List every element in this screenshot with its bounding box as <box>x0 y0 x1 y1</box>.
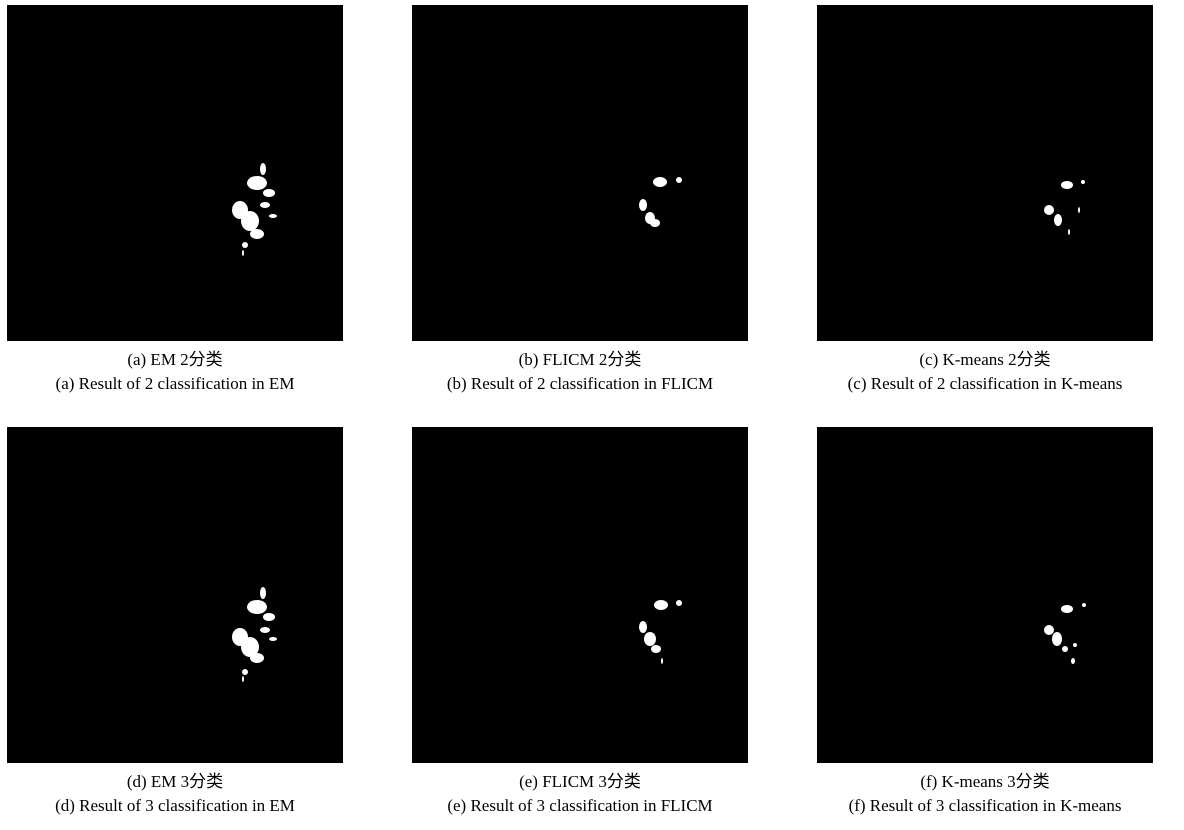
image-background <box>817 5 1153 341</box>
caption-english: (a) Result of 2 classification in EM <box>0 373 375 395</box>
detected-region <box>1061 181 1073 189</box>
figure-page: (a) EM 2分类(a) Result of 2 classification… <box>0 0 1184 830</box>
detected-region <box>1082 603 1086 607</box>
detected-region <box>247 600 267 614</box>
caption-chinese: (e) FLICM 3分类 <box>380 771 780 793</box>
caption-chinese: (c) K-means 2分类 <box>785 349 1184 371</box>
detected-region <box>661 658 663 664</box>
caption-chinese: (d) EM 3分类 <box>0 771 375 793</box>
image-background <box>817 427 1153 763</box>
caption-chinese: (b) FLICM 2分类 <box>380 349 780 371</box>
result-image <box>412 427 748 763</box>
detected-region <box>676 600 682 606</box>
detected-region <box>1071 658 1075 664</box>
detected-region <box>1061 605 1073 613</box>
result-image <box>7 427 343 763</box>
figure-panel: (b) FLICM 2分类(b) Result of 2 classificat… <box>380 5 780 395</box>
detected-region <box>1068 229 1070 235</box>
detected-region <box>263 613 275 621</box>
image-background <box>7 427 343 763</box>
caption-english: (d) Result of 3 classification in EM <box>0 795 375 817</box>
detected-region <box>260 202 270 208</box>
caption-english: (b) Result of 2 classification in FLICM <box>380 373 780 395</box>
detected-region <box>653 177 667 187</box>
caption-chinese: (a) EM 2分类 <box>0 349 375 371</box>
figure-panel: (d) EM 3分类(d) Result of 3 classification… <box>0 427 375 817</box>
detected-region <box>650 219 660 227</box>
detected-region <box>241 211 259 231</box>
detected-region <box>260 163 266 175</box>
detected-region <box>639 621 647 633</box>
detected-region <box>260 587 266 599</box>
detected-region <box>263 189 275 197</box>
caption-chinese: (f) K-means 3分类 <box>785 771 1184 793</box>
detected-region <box>1078 207 1080 213</box>
result-image <box>412 5 748 341</box>
result-image <box>817 427 1153 763</box>
figure-panel: (f) K-means 3分类(f) Result of 3 classific… <box>785 427 1184 817</box>
detected-region <box>242 669 248 675</box>
detected-region <box>247 176 267 190</box>
detected-region <box>1054 214 1062 226</box>
detected-region <box>242 242 248 248</box>
detected-region <box>269 637 277 641</box>
detected-region <box>1062 646 1068 652</box>
detected-region <box>1081 180 1085 184</box>
detected-region <box>1044 625 1054 635</box>
image-background <box>412 427 748 763</box>
figure-panel: (a) EM 2分类(a) Result of 2 classification… <box>0 5 375 395</box>
detected-region <box>242 250 244 256</box>
result-image <box>7 5 343 341</box>
detected-region <box>250 653 264 663</box>
detected-region <box>654 600 668 610</box>
detected-region <box>269 214 277 218</box>
detected-region <box>1044 205 1054 215</box>
detected-region <box>242 676 244 682</box>
figure-panel: (e) FLICM 3分类(e) Result of 3 classificat… <box>380 427 780 817</box>
result-image <box>817 5 1153 341</box>
detected-region <box>1052 632 1062 646</box>
detected-region <box>639 199 647 211</box>
detected-region <box>250 229 264 239</box>
figure-panel: (c) K-means 2分类(c) Result of 2 classific… <box>785 5 1184 395</box>
detected-region <box>651 645 661 653</box>
caption-english: (c) Result of 2 classification in K-mean… <box>785 373 1184 395</box>
detected-region <box>260 627 270 633</box>
detected-region <box>676 177 682 183</box>
caption-english: (e) Result of 3 classification in FLICM <box>380 795 780 817</box>
detected-region <box>644 632 656 646</box>
detected-region <box>1073 643 1077 647</box>
caption-english: (f) Result of 3 classification in K-mean… <box>785 795 1184 817</box>
image-background <box>412 5 748 341</box>
image-background <box>7 5 343 341</box>
